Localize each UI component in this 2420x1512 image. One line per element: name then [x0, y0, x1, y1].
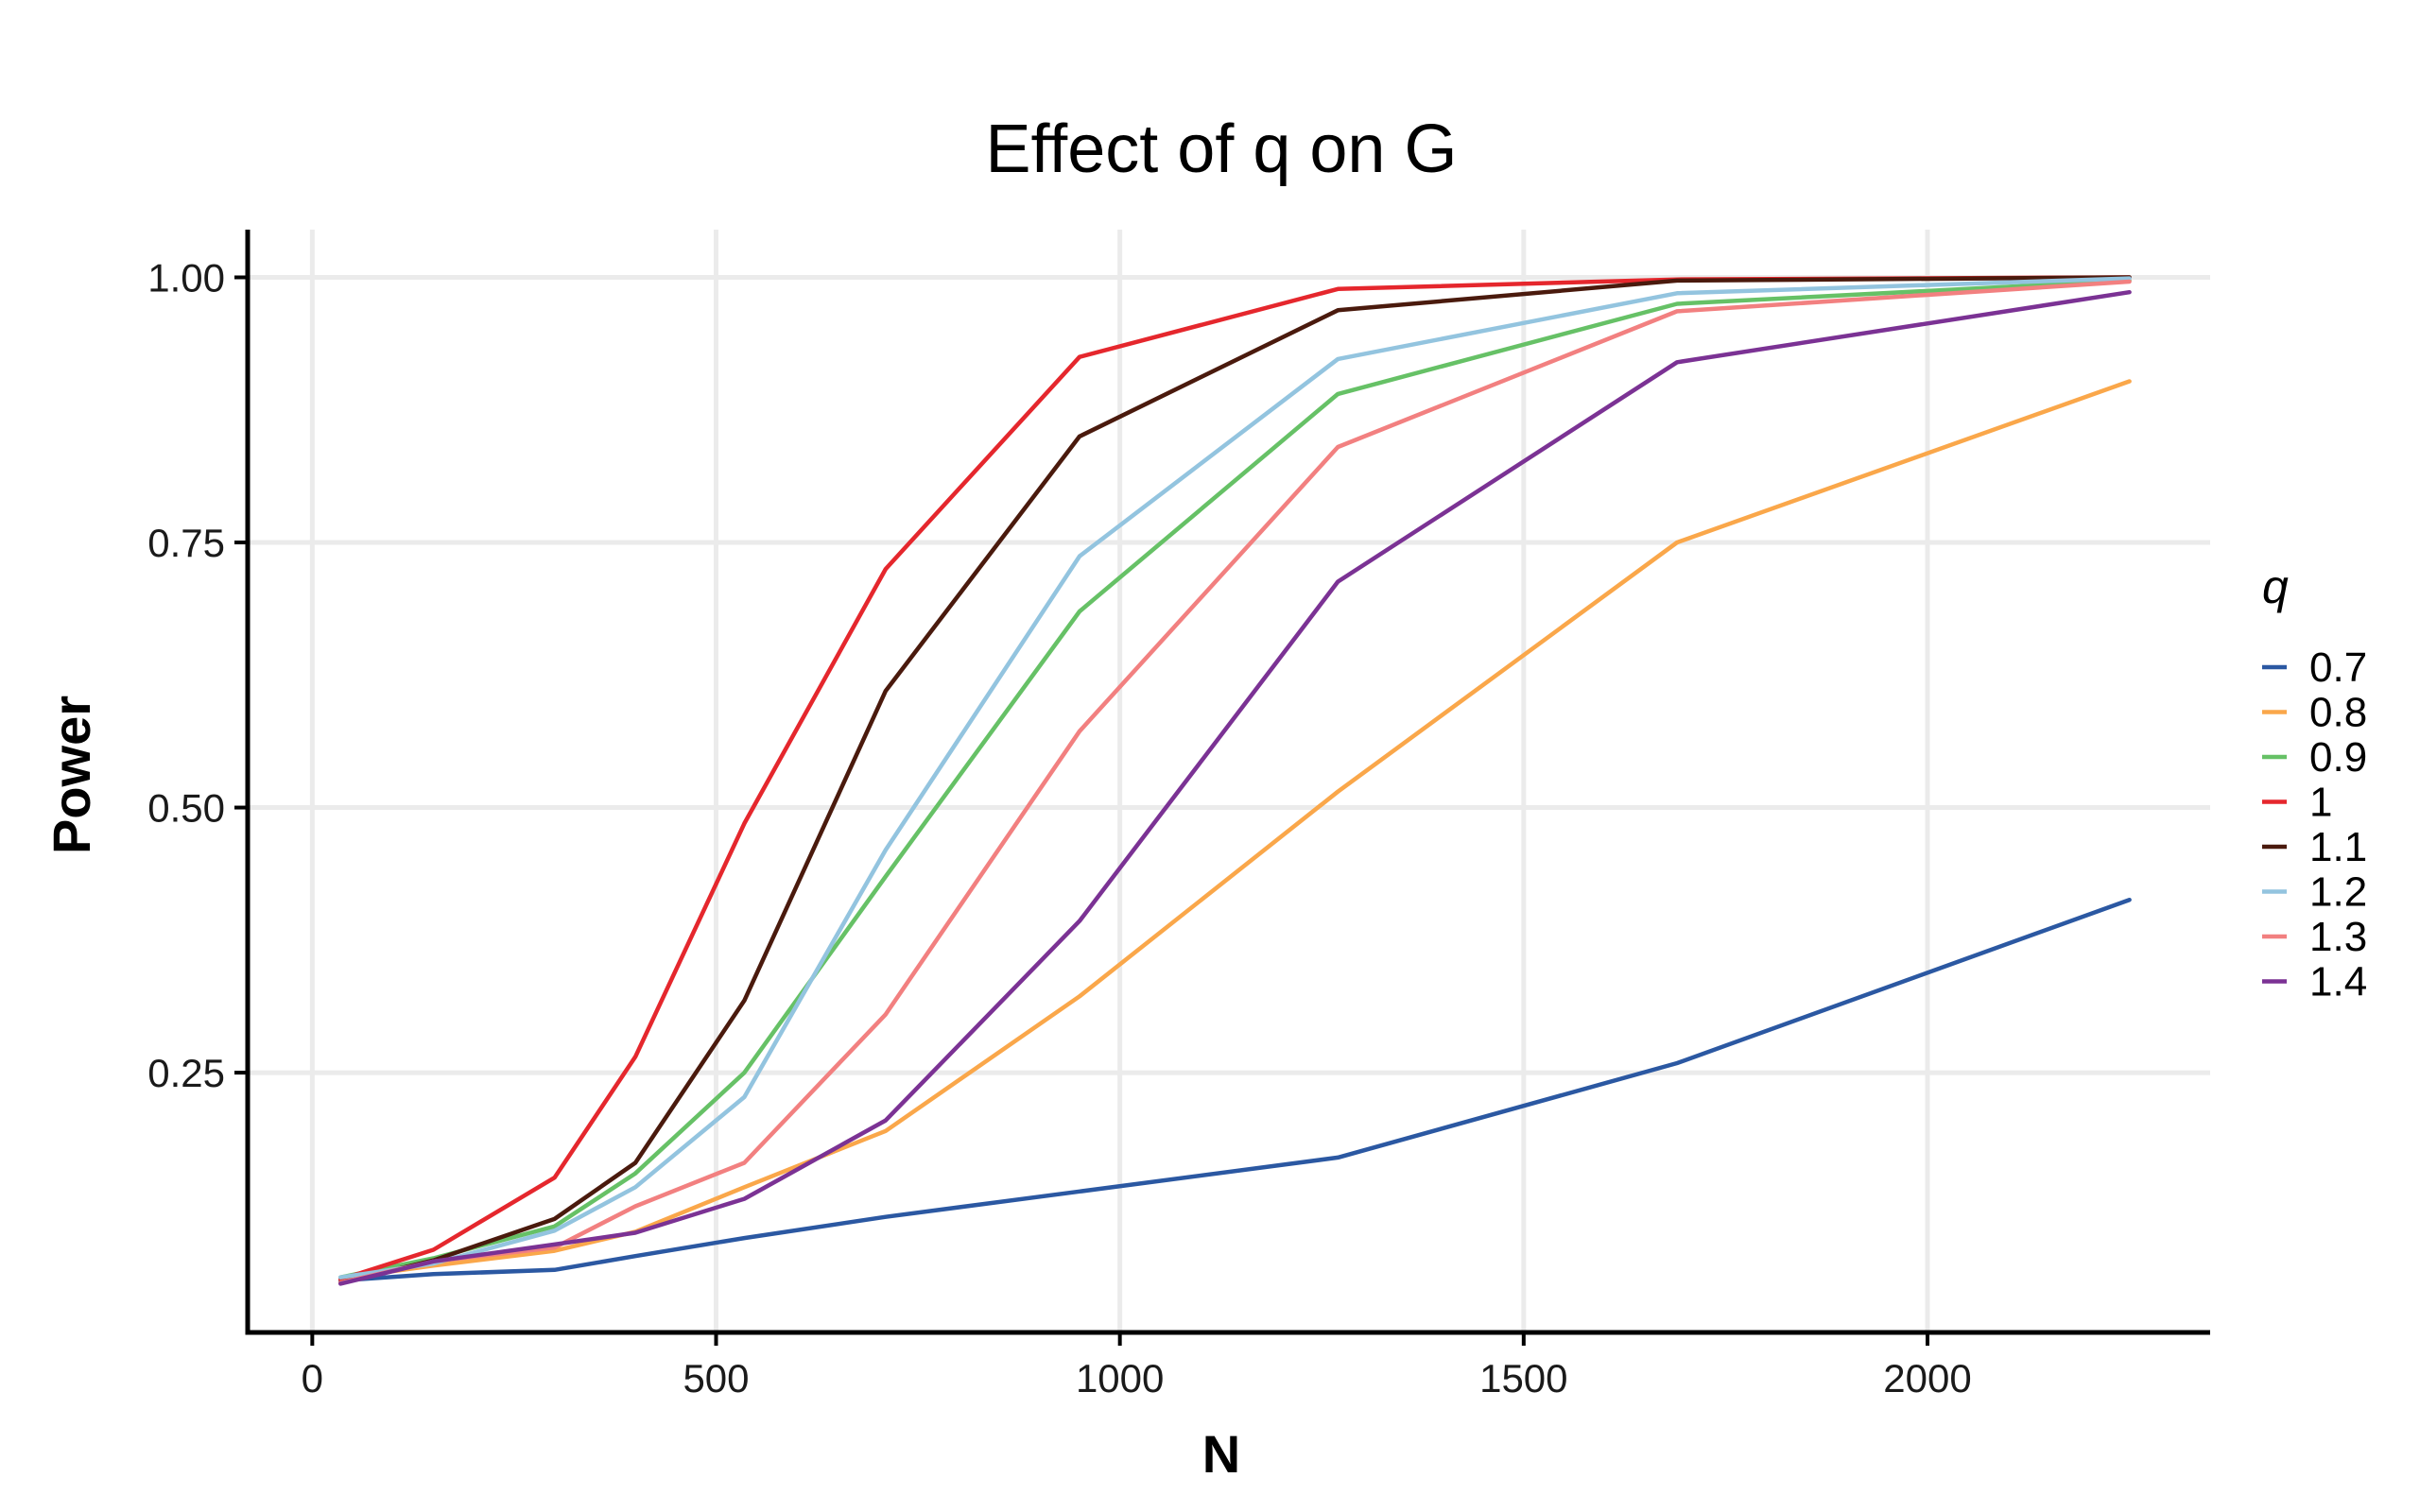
y-axis-title: Power — [42, 696, 101, 854]
series-line-q-0.7 — [337, 897, 2132, 1283]
legend-title: q — [2262, 560, 2289, 613]
legend-label-q-1.4: 1.4 — [2309, 959, 2367, 1005]
chart-title: Effect of q on G — [986, 112, 1458, 187]
y-tick-label: 1.00 — [147, 255, 225, 300]
x-axis-title: N — [1202, 1424, 1240, 1484]
x-tick-label: 0 — [302, 1356, 323, 1400]
axes — [245, 230, 2210, 1335]
series-line-q-1.4 — [337, 289, 2132, 1286]
y-tick-label: 0.25 — [147, 1051, 225, 1095]
legend-label-q-0.9: 0.9 — [2309, 734, 2367, 781]
legend-label-q-1.2: 1.2 — [2309, 869, 2367, 916]
x-axis-ticks: 0 500 1000 1500 2000 — [302, 1332, 1972, 1400]
legend-label-q-0.7: 0.7 — [2309, 644, 2367, 691]
y-axis-ticks: 0.25 0.50 0.75 1.00 — [147, 255, 248, 1095]
x-tick-label: 1000 — [1076, 1356, 1164, 1400]
series-line-q-1.1 — [337, 275, 2132, 1285]
x-tick-label: 2000 — [1883, 1356, 1971, 1400]
series-line-q-1 — [337, 275, 2132, 1282]
legend-label-q-0.8: 0.8 — [2309, 690, 2367, 736]
y-tick-label: 0.75 — [147, 521, 225, 565]
y-tick-label: 0.50 — [147, 786, 225, 831]
series-line-q-1.2 — [337, 276, 2132, 1280]
legend-label-q-1.3: 1.3 — [2309, 914, 2367, 960]
x-tick-label: 500 — [683, 1356, 749, 1400]
series-lines — [337, 275, 2132, 1286]
legend-label-q-1: 1 — [2309, 780, 2332, 826]
legend: q 0.70.80.911.11.21.31.4 — [2262, 560, 2367, 1005]
x-tick-label: 1500 — [1479, 1356, 1567, 1400]
legend-items: 0.70.80.911.11.21.31.4 — [2262, 644, 2367, 1005]
legend-label-q-1.1: 1.1 — [2309, 824, 2367, 870]
